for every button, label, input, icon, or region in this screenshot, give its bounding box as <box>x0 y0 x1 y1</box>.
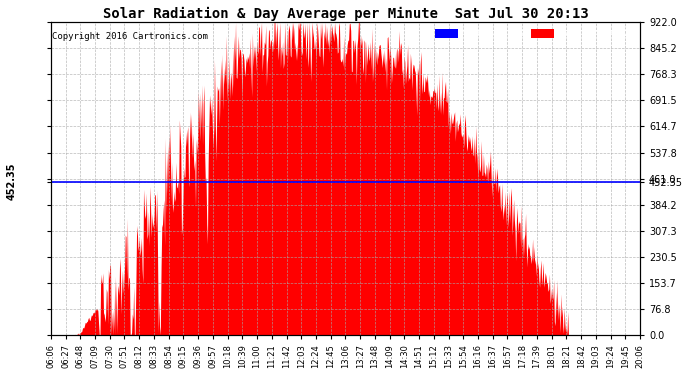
Title: Solar Radiation & Day Average per Minute  Sat Jul 30 20:13: Solar Radiation & Day Average per Minute… <box>103 7 589 21</box>
Text: 452.35: 452.35 <box>7 163 17 200</box>
Legend: Median (w/m2), Radiation (w/m2): Median (w/m2), Radiation (w/m2) <box>433 27 635 40</box>
Text: Copyright 2016 Cartronics.com: Copyright 2016 Cartronics.com <box>52 32 208 40</box>
